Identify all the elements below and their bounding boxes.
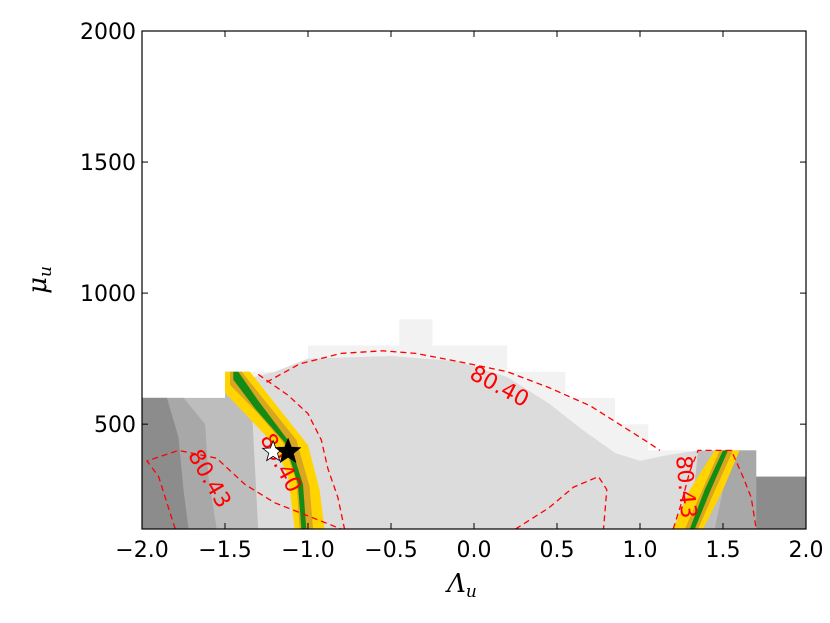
y-axis-label: μu xyxy=(23,266,56,294)
x-axis-label-sub: u xyxy=(466,582,477,602)
y-tick-label-2: 1500 xyxy=(80,151,136,176)
contour-bottom-dashed xyxy=(515,475,608,529)
x-tick-label-0: −2.0 xyxy=(115,538,168,563)
y-axis-label-main: μ xyxy=(23,277,53,294)
axis-ticks: −2.0 −1.5 −1.0 −0.5 0.0 0.5 1.0 1.5 2.0 500 1000 15… xyxy=(80,20,824,563)
contour-left-outer-dashed xyxy=(145,449,342,529)
x-tick-label-1: −1.5 xyxy=(198,538,251,563)
contour-label-4: 80.43 xyxy=(670,455,700,520)
y-tick-label-3: 2000 xyxy=(80,20,136,45)
region-darkest-right xyxy=(756,476,806,529)
markers xyxy=(261,437,302,464)
x-axis-label: Λu xyxy=(445,569,477,602)
contour-inner-dashed xyxy=(257,373,346,529)
x-tick-label-2: −1.0 xyxy=(281,538,334,563)
region-green-right xyxy=(689,450,728,529)
x-tick-label-8: 2.0 xyxy=(789,538,824,563)
y-axis-label-sub: u xyxy=(36,266,56,277)
x-tick-label-5: 0.5 xyxy=(540,538,575,563)
x-axis-label-main: Λ xyxy=(445,569,466,599)
dashed-contours xyxy=(145,350,757,529)
contour-upper-dashed xyxy=(266,350,661,451)
y-tick-label-0: 500 xyxy=(94,413,136,438)
x-tick-label-6: 1.0 xyxy=(623,538,658,563)
x-tick-label-3: −0.5 xyxy=(364,538,417,563)
filled-regions xyxy=(142,319,806,529)
region-light xyxy=(225,356,699,529)
x-tick-label-7: 1.5 xyxy=(706,538,741,563)
region-darkest-left xyxy=(142,397,189,529)
x-tick-label-4: 0.0 xyxy=(457,538,492,563)
contour-right-dashed xyxy=(672,449,757,529)
best-fit-star xyxy=(274,437,302,464)
region-dark-right xyxy=(714,450,757,529)
y-tick-label-1: 1000 xyxy=(80,282,136,307)
